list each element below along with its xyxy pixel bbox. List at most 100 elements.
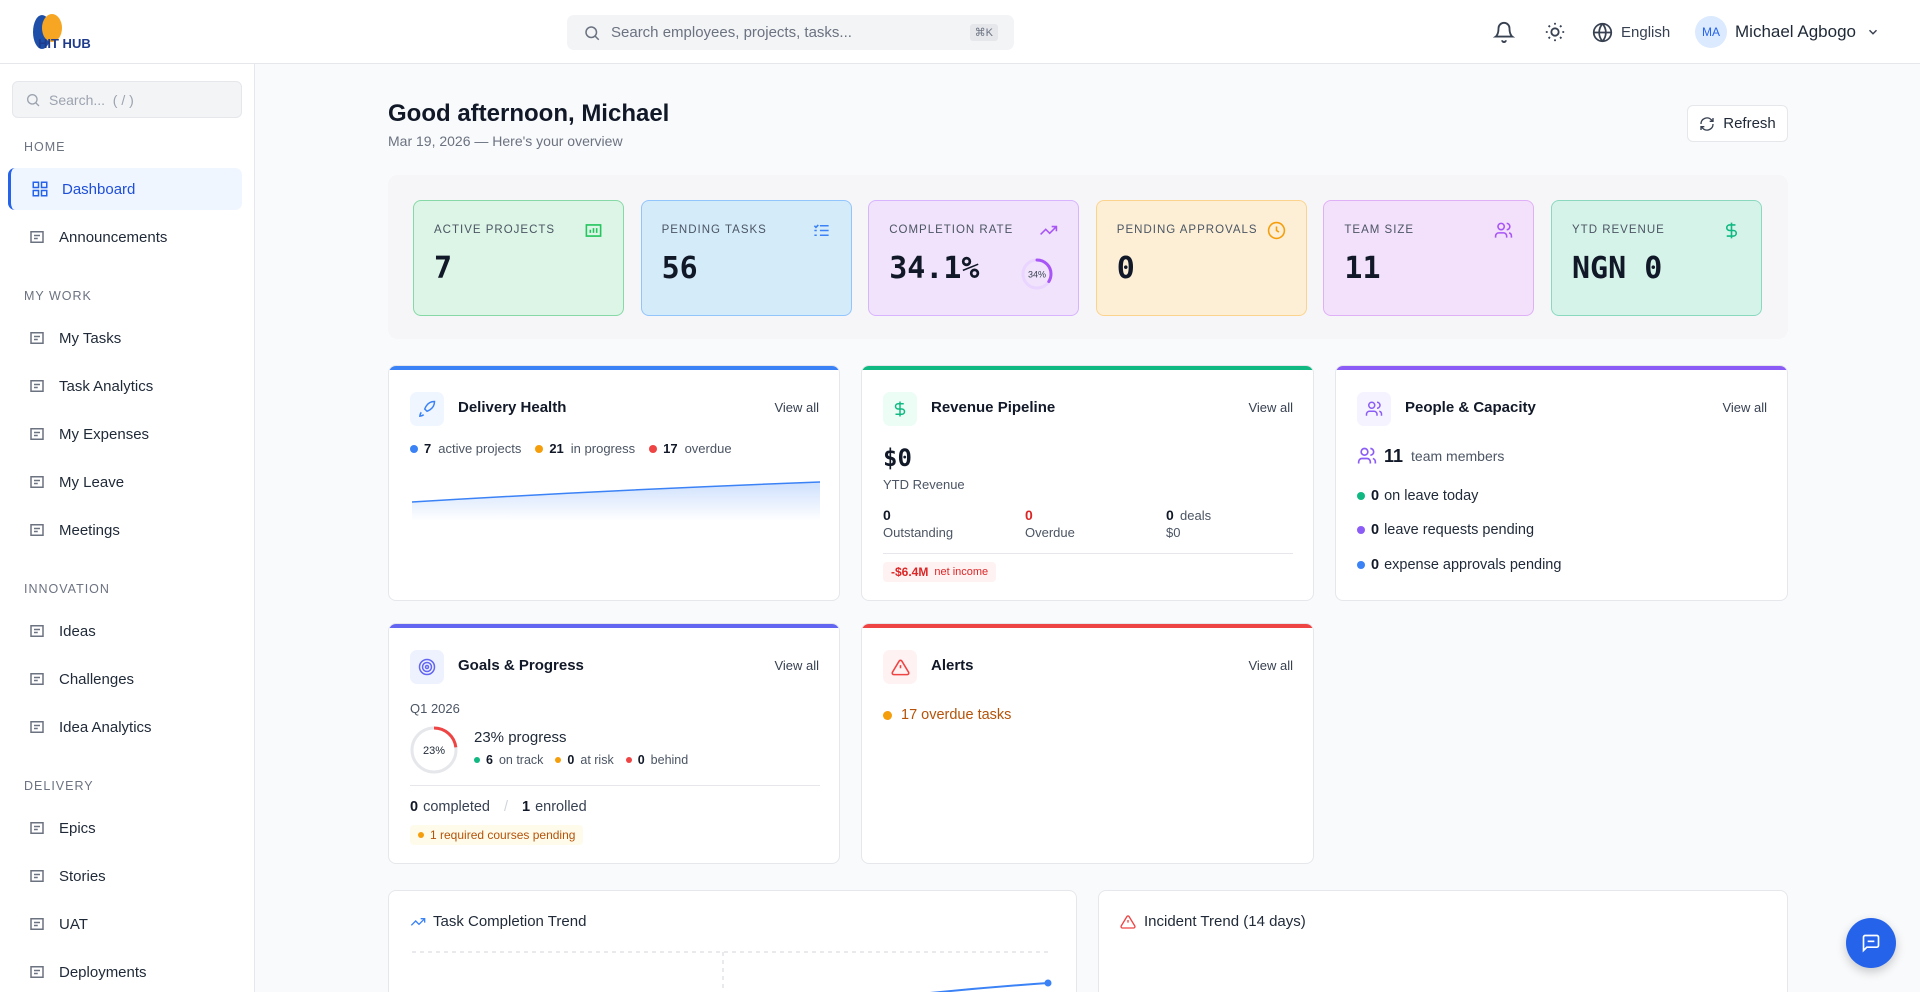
nav-item[interactable]: Task Analytics — [8, 365, 242, 407]
stat-value: 0 — [1166, 507, 1174, 523]
graphic — [1044, 979, 1052, 987]
graphic — [410, 918, 426, 926]
icon-shape — [30, 673, 44, 685]
nav-icon — [30, 332, 44, 344]
nav-label: My Leave — [59, 473, 125, 491]
enrolled-value: 1 — [522, 799, 531, 815]
graphic — [1360, 447, 1369, 456]
nav-section-title: HOME — [24, 140, 66, 154]
stat-label: at risk — [580, 753, 614, 767]
dot — [535, 444, 544, 453]
nav-item[interactable]: Meetings — [8, 509, 242, 551]
period: Q1 2026 — [410, 701, 460, 716]
card-icon — [410, 650, 444, 684]
card-icon — [883, 392, 917, 426]
dot — [474, 757, 480, 763]
graphic — [890, 659, 910, 675]
notifications-button[interactable] — [1493, 21, 1515, 43]
item-label: leave requests pending — [1384, 522, 1535, 538]
stat-unit: deals — [1180, 508, 1212, 523]
separator: / — [503, 799, 509, 815]
icon-shape — [30, 380, 44, 392]
nav-icon — [32, 181, 48, 197]
nav-item[interactable]: Ideas — [8, 610, 242, 652]
nav-label: Stories — [59, 867, 106, 885]
sidebar: Search... ( / ) HOME Dashboard Announcemen… — [0, 64, 255, 992]
language: English — [1621, 23, 1671, 41]
nav-icon — [30, 673, 44, 685]
nav-item[interactable]: Deployments — [8, 951, 242, 992]
icon-shape — [30, 870, 44, 882]
chevron-down — [1868, 29, 1877, 35]
graphic — [418, 400, 436, 418]
icon-shape — [32, 181, 48, 197]
people-capacity-card: People & Capacity View all 11 team member… — [1335, 365, 1788, 601]
graphic — [1357, 447, 1377, 464]
kpi-card: PENDING APPROVALS 0 — [1095, 200, 1307, 316]
nav-label: My Expenses — [59, 425, 150, 443]
graphic — [418, 400, 436, 418]
nav-item[interactable]: My Tasks — [8, 317, 242, 359]
nav-item[interactable]: Announcements — [8, 216, 242, 258]
kpi-label: ACTIVE PROJECTS — [434, 224, 556, 236]
nav-item[interactable]: UAT — [8, 903, 242, 945]
incident-trend-card: Incident Trend (14 days) — [1098, 890, 1788, 992]
stat-label: active projects — [438, 441, 522, 456]
language-switch[interactable]: English — [1592, 20, 1670, 44]
stat-value: 0 — [567, 753, 575, 767]
refresh-button[interactable]: Refresh — [1687, 105, 1788, 142]
user-menu[interactable]: MA Michael Agbogo — [1695, 16, 1880, 48]
nav-item[interactable]: Dashboard — [8, 168, 242, 210]
card-title: Task Completion Trend — [433, 913, 587, 930]
kpi-icon — [1267, 221, 1285, 240]
global-search[interactable]: Search employees, projects, tasks... ⌘K — [567, 15, 1014, 50]
divider — [883, 553, 1293, 554]
stat-label: Overdue — [1025, 525, 1075, 540]
view-all[interactable]: View all — [774, 658, 819, 673]
card-icon — [410, 392, 444, 426]
nav-icon — [30, 428, 44, 440]
nav-item[interactable]: Idea Analytics — [8, 706, 242, 748]
icon-shape — [1040, 225, 1058, 236]
graphic — [1368, 401, 1376, 409]
icon-shape — [30, 918, 44, 930]
trend-chart — [412, 951, 1052, 992]
graphic — [894, 401, 906, 417]
nav-item[interactable]: Epics — [8, 807, 242, 849]
nav-section-title: INNOVATION — [24, 582, 110, 596]
completed-value: 0 — [410, 799, 419, 815]
nav-item[interactable]: My Leave — [8, 461, 242, 503]
team-row: 11 team members — [1357, 445, 1504, 467]
graphic — [35, 101, 40, 106]
dot — [1357, 492, 1365, 500]
icon-shape — [813, 224, 829, 237]
graphic — [418, 658, 436, 676]
nav-item[interactable]: My Expenses — [8, 413, 242, 455]
icon-shape — [30, 428, 44, 440]
kpi-value: 7 — [434, 251, 453, 286]
nav-icon — [30, 380, 44, 392]
nav-icon — [30, 476, 44, 488]
kpi-icon — [1040, 225, 1058, 236]
nav-item[interactable]: Stories — [8, 855, 242, 897]
view-all[interactable]: View all — [1722, 400, 1767, 415]
nav-icon — [30, 918, 44, 930]
view-all[interactable]: View all — [1248, 400, 1293, 415]
task-completion-trend-card: Task Completion Trend — [388, 890, 1077, 992]
graphic — [412, 482, 820, 521]
theme-toggle[interactable] — [1544, 21, 1566, 43]
kpi-card: TEAM SIZE 11 — [1323, 200, 1535, 316]
logo-text: HIT HUB — [38, 36, 91, 51]
sparkline — [411, 481, 821, 521]
sidebar-search[interactable]: Search... ( / ) — [12, 81, 242, 118]
stat-value: 6 — [486, 753, 493, 767]
chat-button[interactable] — [1846, 918, 1896, 968]
search-placeholder: Search employees, projects, tasks... — [611, 24, 852, 41]
nav-item[interactable]: Challenges — [8, 658, 242, 700]
view-all[interactable]: View all — [774, 400, 819, 415]
item-value: 0 — [1371, 522, 1380, 538]
view-all[interactable]: View all — [1248, 658, 1293, 673]
kpi-value: 0 — [1116, 251, 1135, 286]
icon-shape — [30, 231, 44, 243]
greeting: Good afternoon, Michael — [388, 100, 670, 127]
